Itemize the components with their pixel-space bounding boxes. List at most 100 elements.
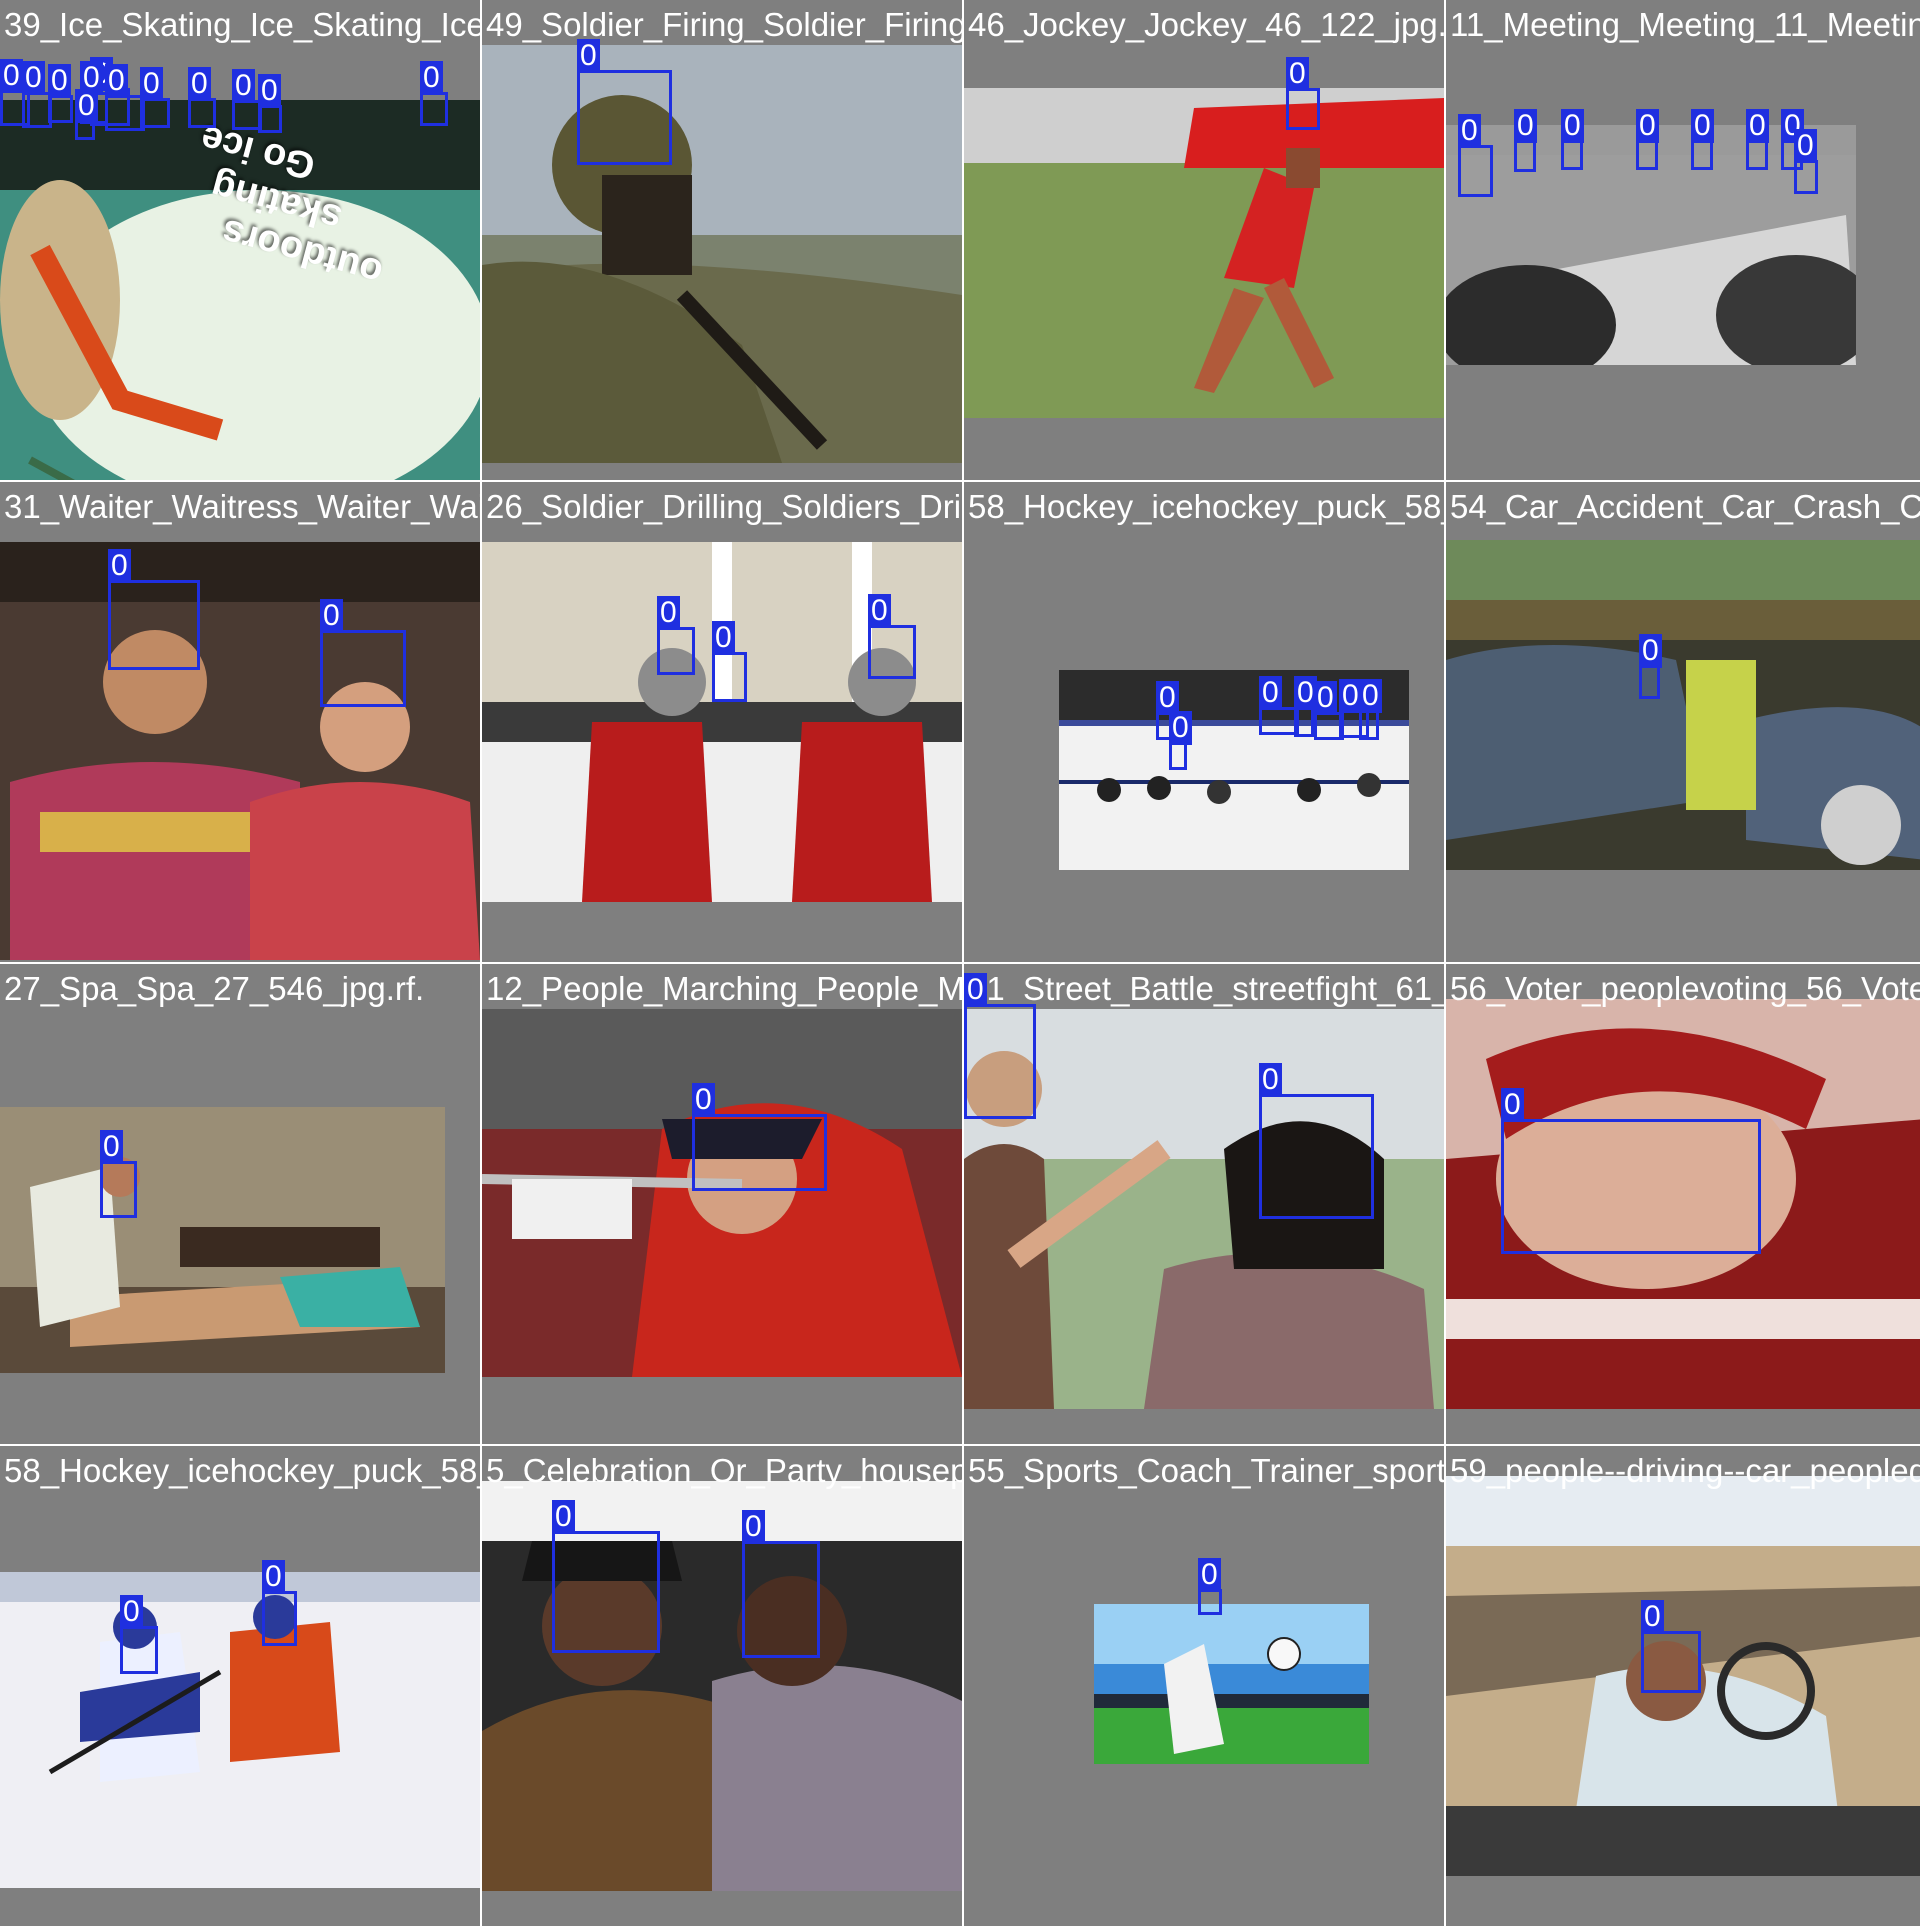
detection-box: 0 — [1314, 681, 1344, 740]
image-tile: 0 46_Jockey_Jockey_46_122_jpg.rf. — [964, 0, 1444, 480]
detection-box: 0 — [22, 61, 52, 128]
detection-box: 0 — [1286, 57, 1320, 130]
detection-box: 0 — [100, 1130, 137, 1218]
detection-label: 0 — [258, 74, 281, 108]
image-tile: 0000000011_Meeting_Meeting_11_Meeting_11… — [1446, 0, 1920, 480]
tile-title: 54_Car_Accident_Car_Crash_Car_Crash_54_ — [1450, 488, 1920, 525]
tile-title: 58_Hockey_icehockey_puck_58_Hockey_ — [968, 488, 1444, 525]
tile-title: 26_Soldier_Drilling_Soldiers_Drilling_26… — [486, 488, 962, 525]
image-tile: 00026_Soldier_Drilling_Soldiers_Drilling… — [482, 482, 962, 962]
tile-photo — [482, 45, 962, 463]
detection-box: 0 — [1636, 109, 1659, 170]
tile-photo — [0, 1107, 445, 1373]
image-tile: 0 55_Sports_Coach_Trainer_sportcoaching_5… — [964, 1446, 1444, 1926]
detection-box: 0 — [1259, 1063, 1374, 1219]
detection-box: 0 — [1639, 634, 1662, 699]
detection-label: 0 — [868, 594, 891, 628]
detection-box: 0 — [868, 594, 916, 679]
detection-box: 0 — [75, 89, 98, 140]
detection-label: 0 — [108, 549, 131, 583]
detection-label: 0 — [100, 1130, 123, 1164]
detection-label: 0 — [1286, 57, 1309, 91]
detection-label: 0 — [1514, 109, 1537, 143]
tile-title: 31_Waiter_Waitress_Waiter_Waitress_31_ — [4, 488, 480, 525]
detection-box: 0 — [1359, 679, 1382, 740]
detection-label: 0 — [1359, 679, 1382, 713]
detection-label: 0 — [0, 59, 23, 93]
image-tile: 0 59_people--driving--car_peopledrivingca… — [1446, 1446, 1920, 1926]
image-tile: 0 54_Car_Accident_Car_Crash_Car_Crash_54_ — [1446, 482, 1920, 962]
detection-box: 0 — [1514, 109, 1537, 172]
detection-label: 0 — [552, 1500, 575, 1534]
detection-label: 0 — [75, 89, 98, 123]
detection-box: 0 — [1198, 1558, 1222, 1615]
detection-label: 0 — [1294, 676, 1317, 710]
detection-label: 0 — [657, 596, 680, 630]
detection-box: 0 — [1259, 676, 1299, 735]
detection-box: 0 — [577, 39, 672, 165]
detection-label: 0 — [140, 67, 163, 101]
tile-photo — [482, 1009, 962, 1377]
detection-box: 0 — [105, 64, 145, 131]
tile-photo — [964, 88, 1444, 418]
image-tile: 0 0 31_Waiter_Waitress_Waiter_Waitress_31_ — [0, 482, 480, 962]
detection-label: 0 — [1259, 1063, 1282, 1097]
detection-label: 0 — [1169, 711, 1192, 745]
tile-title: 55_Sports_Coach_Trainer_sportcoaching_55… — [968, 1452, 1444, 1489]
tile-title: 61_Street_Battle_streetfight_61_ — [968, 970, 1444, 1007]
detection-label: 0 — [1641, 1600, 1664, 1634]
detection-label: 0 — [577, 39, 600, 73]
detection-box: 0 — [140, 67, 170, 128]
tile-photo — [0, 1572, 480, 1888]
detection-box: 0 — [258, 74, 282, 133]
detection-box: 0 — [1294, 676, 1317, 737]
detection-label: 0 — [1639, 634, 1662, 668]
detection-box: 0 — [0, 59, 30, 126]
image-tile: 0 0 5_Celebration_Or_Party_houseparty_5_ — [482, 1446, 962, 1926]
detection-label: 0 — [22, 61, 45, 95]
detection-label: 0 — [80, 61, 103, 95]
image-tile: 0 56_Voter_peoplevoting_56_Voter_ — [1446, 964, 1920, 1444]
tile-title: 46_Jockey_Jockey_46_122_jpg.rf. — [968, 6, 1444, 43]
detection-box: 0 — [1746, 109, 1769, 170]
detection-box: 0 — [964, 973, 1036, 1119]
detection-box: 0 — [712, 621, 747, 702]
image-tile: 0 0 58_Hockey_icehockey_puck_58_Hockey_ — [0, 1446, 480, 1926]
detection-box: 0 — [1501, 1088, 1761, 1254]
detection-box: 0 — [742, 1510, 820, 1658]
detection-box: 0 — [108, 549, 200, 670]
tile-title: 56_Voter_peoplevoting_56_Voter_ — [1450, 970, 1920, 1007]
detection-label: 0 — [712, 621, 735, 655]
detection-box: 0 — [1691, 109, 1714, 170]
image-tile: 049_Soldier_Firing_Soldier_Firing_49_ — [482, 0, 962, 480]
tile-title: 11_Meeting_Meeting_11_Meeting_11_ — [1450, 6, 1920, 43]
detection-box: 0 — [262, 1560, 297, 1646]
detection-box: 0 — [692, 1083, 827, 1191]
detection-label: 0 — [1636, 109, 1659, 143]
tile-photo — [1446, 540, 1920, 870]
image-tile: 000000058_Hockey_icehockey_puck_58_Hocke… — [964, 482, 1444, 962]
tile-title: 27_Spa_Spa_27_546_jpg.rf. — [4, 970, 425, 1007]
detection-label: 0 — [48, 64, 71, 98]
detection-box: 0 — [552, 1500, 660, 1653]
tile-photo — [1446, 1476, 1920, 1876]
detection-box: 0 — [1641, 1600, 1701, 1693]
detection-label: 0 — [1746, 109, 1769, 143]
detection-box: 0 — [1458, 114, 1493, 197]
detection-label: 0 — [262, 1560, 285, 1594]
detection-label: 0 — [105, 64, 128, 98]
tile-photo — [1094, 1604, 1369, 1764]
image-tile: 0 12_People_Marching_People_Marching_12_ — [482, 964, 962, 1444]
detection-label: 0 — [1561, 109, 1584, 143]
tile-photo — [964, 1009, 1444, 1409]
detection-box: 0 — [232, 69, 262, 130]
detection-label: 0 — [1198, 1558, 1221, 1592]
detection-box: 0 — [1561, 109, 1584, 170]
detection-label: 0 — [1501, 1088, 1524, 1122]
image-tile: Go iceskatingoutdoors00000000000039_Ice_… — [0, 0, 480, 480]
detection-label: 0 — [1339, 679, 1362, 713]
detection-box: 0 — [1794, 129, 1818, 194]
detection-label: 0 — [1259, 676, 1282, 710]
detection-box: 0 — [420, 61, 448, 126]
